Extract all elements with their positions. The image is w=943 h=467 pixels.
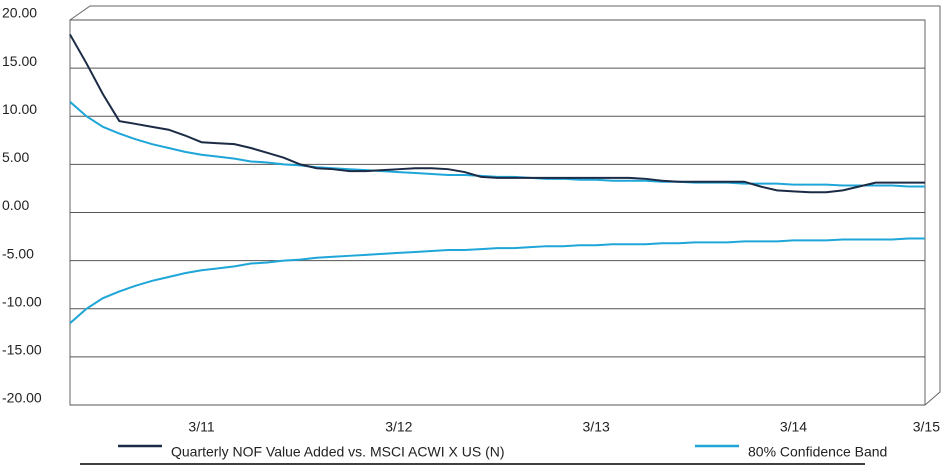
data-line [69, 237, 925, 324]
y-tick-label: 20.00 [2, 5, 37, 21]
legend-label: Quarterly NOF Value Added vs. MSCI ACWI … [171, 444, 505, 460]
y-tick-label: 10.00 [2, 101, 37, 117]
x-tick-label: 3/14 [780, 419, 807, 435]
y-tick-label: -15.00 [2, 342, 42, 358]
frame-back [69, 5, 941, 406]
x-tick-label: 3/15 [913, 419, 940, 435]
y-tick-label: 0.00 [2, 197, 29, 213]
y-tick-label: 5.00 [2, 149, 29, 165]
x-tick-label: 3/12 [385, 419, 412, 435]
data-line [69, 33, 925, 194]
legend-label: 80% Confidence Band [748, 444, 887, 460]
y-tick-label: 15.00 [2, 53, 37, 69]
x-tick-label: 3/11 [188, 419, 214, 435]
data-line [69, 101, 925, 188]
y-tick-label: -10.00 [2, 293, 42, 309]
frame [69, 5, 941, 406]
y-tick-label: -5.00 [2, 245, 34, 261]
x-tick-label: 3/13 [583, 419, 610, 435]
y-tick-label: -20.00 [2, 390, 42, 406]
